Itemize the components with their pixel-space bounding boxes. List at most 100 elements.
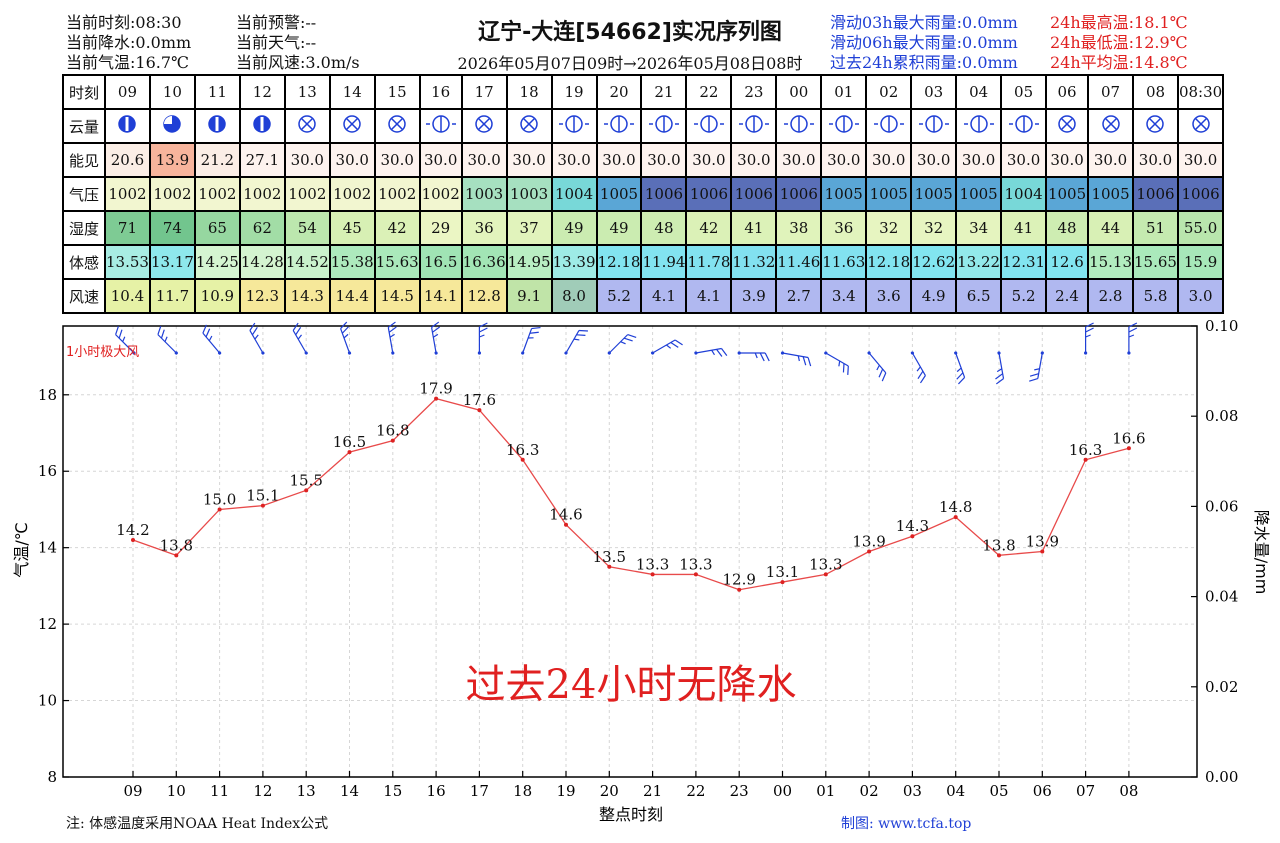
humidity-cell: 41 (730, 210, 778, 246)
pressure-cell: 1002 (193, 176, 241, 212)
temperature-point (867, 549, 872, 554)
y2-tick-label: 0.10 (1205, 317, 1238, 335)
row-label-pressure: 气压 (62, 176, 106, 212)
wind-speed-cell: 3.4 (820, 278, 868, 314)
chart-title: 辽宁-大连[54662]实况序列图 (478, 20, 782, 45)
temperature-point (131, 538, 135, 543)
wind-speed-cell: 14.1 (418, 278, 463, 314)
temperature-value-label: 12.9 (722, 571, 755, 589)
pressure-cell: 1004 (1000, 176, 1048, 212)
temperature-point (780, 580, 785, 585)
humidity-cell: 49 (595, 210, 643, 246)
feels-like-cell: 12.18 (595, 244, 643, 280)
humidity-cell: 55.0 (1176, 210, 1225, 246)
hour-cell: 01 (820, 74, 868, 110)
x-tick-label: 02 (860, 782, 879, 800)
temperature-value-label: 14.6 (549, 506, 582, 524)
pressure-cell: 1003 (505, 176, 553, 212)
hour-cell: 21 (640, 74, 688, 110)
pressure-cell: 1003 (460, 176, 508, 212)
temperature-value-label: 16.6 (1112, 429, 1145, 447)
feels-like-cell: 15.63 (373, 244, 421, 280)
wind-speed-cell: 3.6 (865, 278, 913, 314)
temperature-value-label: 13.5 (593, 548, 626, 566)
row-label-cloud: 云量 (62, 108, 106, 144)
table-row-wind-speed: 风速 10.4 11.7 10.9 12.3 14.3 14.4 14.5 14.1 12.8 9.… (62, 278, 1225, 314)
wind-speed-cell: 14.5 (373, 278, 421, 314)
observation-table: 时刻 09 10 11 12 13 14 15 16 17 18 19 20 21 22 23 00 01 02 03… (62, 74, 1225, 314)
avg-temp: 24h平均温:14.8℃ (1050, 53, 1188, 72)
visibility-cell: 30.0 (550, 142, 598, 178)
feels-like-cell: 13.39 (550, 244, 598, 280)
temperature-point (1083, 457, 1088, 462)
wind-barb-icon (292, 322, 308, 355)
cloud-half-icon (550, 108, 598, 144)
y-tick-label: 12 (38, 615, 57, 633)
footer-credit[interactable]: 制图: www.tcfa.top (841, 816, 972, 832)
temperature-value-label: 14.2 (116, 521, 149, 539)
row-label-wind-speed: 风速 (62, 278, 106, 314)
table-row-visibility: 能见 20.6 13.9 21.2 27.1 30.0 30.0 30.0 30.0 30.0 30… (62, 142, 1225, 178)
hour-cell: 08 (1132, 74, 1179, 110)
visibility-cell: 27.1 (238, 142, 286, 178)
wind-barb-icon (867, 351, 887, 382)
temperature-value-label: 13.8 (982, 536, 1015, 554)
y-axis-label: 气温/℃ (12, 522, 31, 577)
wind-barb-icon (202, 324, 222, 355)
hour-cell: 18 (505, 74, 553, 110)
y2-tick-label: 0.02 (1205, 678, 1238, 696)
wind-barb-icon (157, 325, 178, 355)
temperature-value-label: 15.1 (246, 487, 279, 505)
pressure-cell: 1005 (1045, 176, 1090, 212)
pressure-cell: 1002 (283, 176, 331, 212)
visibility-cell: 13.9 (148, 142, 196, 178)
x-tick-label: 12 (253, 782, 272, 800)
hour-cell: 11 (193, 74, 241, 110)
x-tick-label: 03 (903, 782, 922, 800)
visibility-cell: 30.0 (418, 142, 463, 178)
humidity-cell: 32 (910, 210, 958, 246)
hour-cell: 03 (910, 74, 958, 110)
visibility-cell: 30.0 (1000, 142, 1048, 178)
pressure-cell: 1005 (1087, 176, 1135, 212)
cloud-partial-icon (193, 108, 241, 144)
visibility-cell: 30.0 (955, 142, 1003, 178)
wind-barb-icon (430, 321, 440, 355)
y-tick-label: 10 (38, 692, 57, 710)
table-row-hour: 时刻 09 10 11 12 13 14 15 16 17 18 19 20 21 22 23 00 01 02 03… (62, 74, 1225, 110)
feels-like-cell: 15.9 (1176, 244, 1225, 280)
hour-cell: 19 (550, 74, 598, 110)
current-warning: 当前预警:-- (236, 13, 317, 32)
feels-like-cell: 13.53 (104, 244, 151, 280)
wind-barb-icon (824, 351, 849, 375)
wind-annotation: 1小时极大风 (66, 345, 139, 360)
y2-tick-label: 0.04 (1205, 588, 1238, 606)
feels-like-cell: 15.13 (1087, 244, 1135, 280)
visibility-cell: 30.0 (283, 142, 331, 178)
temperature-point (174, 553, 179, 558)
wind-barb-icon (650, 339, 683, 355)
hour-cell: 02 (865, 74, 913, 110)
feels-like-cell: 11.94 (640, 244, 688, 280)
x-tick-label: 15 (383, 782, 402, 800)
feels-like-cell: 12.6 (1045, 244, 1090, 280)
y2-tick-label: 0.08 (1205, 407, 1238, 425)
temperature-value-label: 13.8 (160, 536, 193, 554)
pressure-cell: 1002 (104, 176, 151, 212)
row-label-hour: 时刻 (62, 74, 106, 110)
visibility-cell: 30.0 (328, 142, 376, 178)
wind-barb-icon (340, 321, 352, 355)
wind-speed-cell: 5.2 (1000, 278, 1048, 314)
hour-cell: 04 (955, 74, 1003, 110)
hour-cell: 23 (730, 74, 778, 110)
x-tick-label: 08 (1119, 782, 1138, 800)
temperature-value-label: 16.8 (376, 422, 409, 440)
x-tick-label: 01 (816, 782, 835, 800)
y-tick-label: 16 (38, 462, 57, 480)
hour-cell: 17 (460, 74, 508, 110)
pressure-cell: 1002 (328, 176, 376, 212)
wind-barb-icon (910, 351, 926, 384)
cloud-overcast-icon (460, 108, 508, 144)
wind-barb-icon (995, 351, 1005, 385)
